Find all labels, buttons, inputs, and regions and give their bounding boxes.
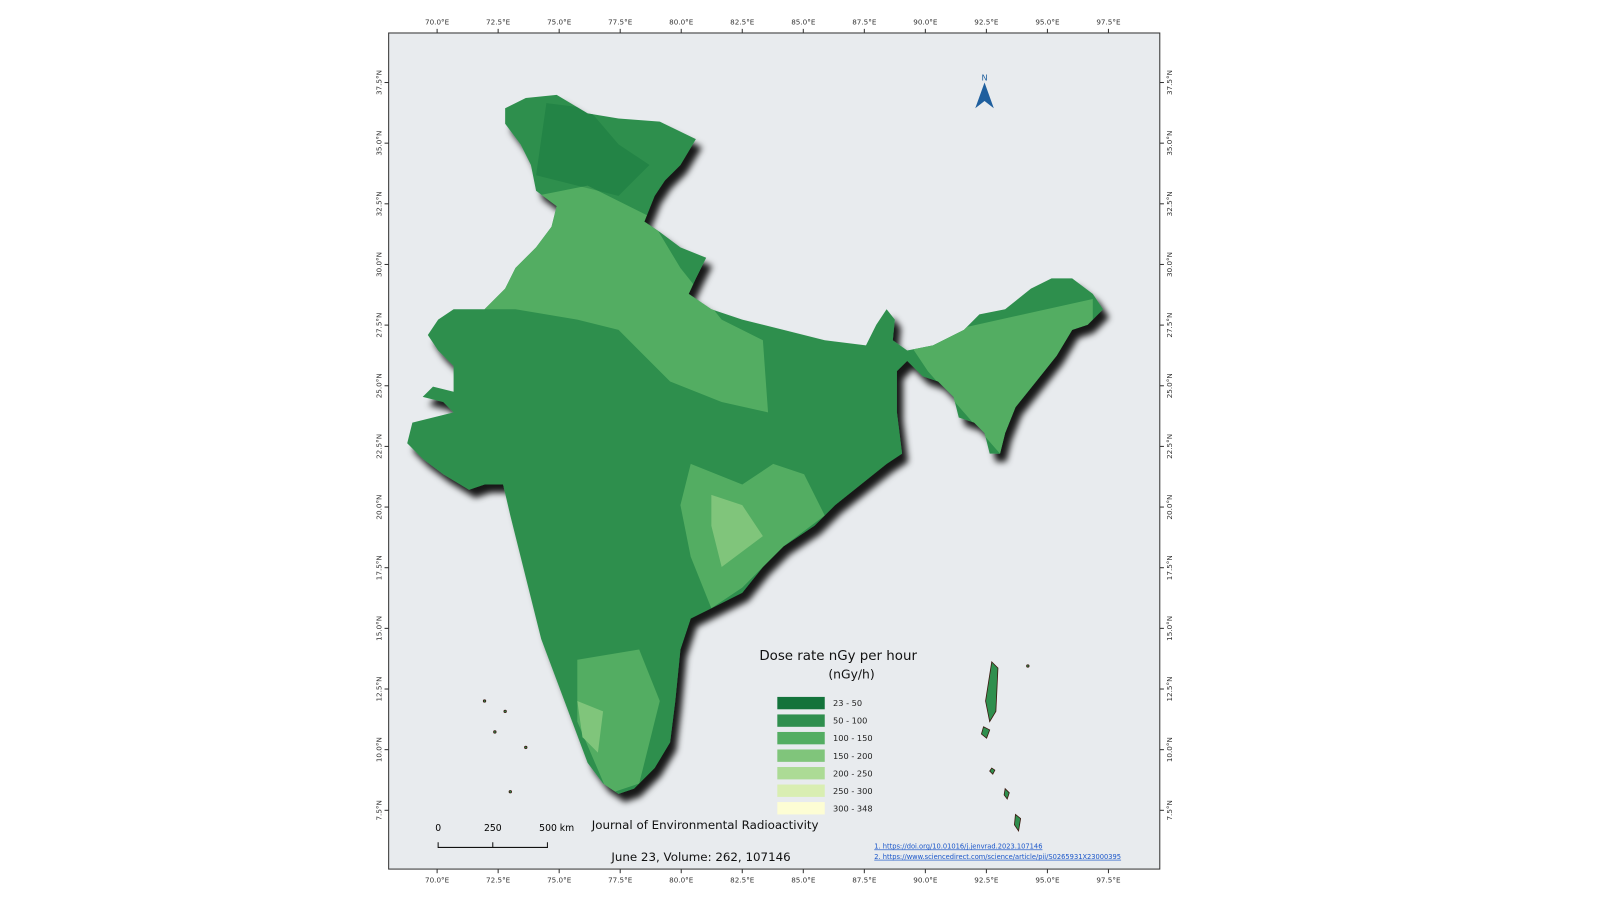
lat-tick-label: 37.5°N bbox=[1165, 70, 1174, 95]
citation: June 23, Volume: 262, 107146 bbox=[610, 850, 790, 864]
lat-tick-label: 27.5°N bbox=[1165, 313, 1174, 338]
lat-tick-label: 30.0°N bbox=[1165, 252, 1174, 277]
legend-swatch bbox=[777, 784, 825, 797]
scale-label: 500 km bbox=[539, 823, 574, 834]
legend-swatch bbox=[777, 802, 825, 815]
scale-bar: 0 250 500 km bbox=[435, 823, 574, 848]
islands bbox=[482, 660, 1030, 833]
legend-label: 300 - 348 bbox=[833, 803, 873, 813]
lat-tick-label: 25.0°N bbox=[374, 373, 383, 398]
lon-tick-label: 70.0°E bbox=[425, 875, 450, 884]
legend-unit: (nGy/h) bbox=[828, 667, 874, 681]
lat-tick-label: 7.5°N bbox=[1165, 800, 1174, 820]
lat-tick-label: 22.5°N bbox=[374, 434, 383, 459]
journal-name: Journal of Environmental Radioactivity bbox=[591, 818, 819, 832]
lat-tick-label: 20.0°N bbox=[374, 495, 383, 520]
lat-tick-label: 17.5°N bbox=[374, 555, 383, 580]
lat-tick-label: 15.0°N bbox=[374, 616, 383, 641]
lat-tick-label: 35.0°N bbox=[374, 131, 383, 156]
legend-label: 23 - 50 bbox=[833, 698, 862, 708]
lon-tick-label: 95.0°E bbox=[1035, 875, 1060, 884]
lon-tick-label: 77.5°E bbox=[608, 875, 633, 884]
legend-swatch bbox=[777, 731, 825, 745]
lat-tick-label: 30.0°N bbox=[374, 252, 383, 277]
lat-tick-label: 35.0°N bbox=[1165, 131, 1174, 156]
lon-tick-label: 92.5°E bbox=[974, 18, 999, 27]
lon-tick-label: 90.0°E bbox=[913, 875, 938, 884]
legend: 23 - 50 50 - 100 100 - 150 150 - 200 200 - 2… bbox=[777, 696, 873, 815]
legend-swatch bbox=[777, 767, 825, 780]
reference-link[interactable]: 1. https://doi.org/10.01016/j.jenvrad.20… bbox=[874, 842, 1042, 850]
lon-tick-label: 92.5°E bbox=[974, 875, 999, 884]
lon-tick-label: 87.5°E bbox=[852, 18, 877, 27]
lon-tick-label: 97.5°E bbox=[1096, 875, 1121, 884]
lon-tick-label: 72.5°E bbox=[486, 18, 511, 27]
lon-tick-label: 95.0°E bbox=[1035, 18, 1060, 27]
lon-tick-label: 85.0°E bbox=[791, 18, 816, 27]
north-label: N bbox=[981, 72, 987, 82]
legend-label: 50 - 100 bbox=[833, 716, 867, 726]
lon-tick-label: 80.0°E bbox=[669, 875, 694, 884]
lat-tick-label: 12.5°N bbox=[1165, 676, 1174, 701]
lon-tick-label: 82.5°E bbox=[730, 875, 755, 884]
lat-tick-label: 20.0°N bbox=[1165, 495, 1174, 520]
lon-tick-label: 82.5°E bbox=[730, 18, 755, 27]
scale-label: 250 bbox=[484, 823, 502, 834]
legend-label: 100 - 150 bbox=[833, 733, 873, 743]
lat-tick-label: 27.5°N bbox=[374, 313, 383, 338]
lat-tick-label: 32.5°N bbox=[1165, 191, 1174, 216]
legend-label: 250 - 300 bbox=[833, 786, 873, 796]
north-arrow: N bbox=[975, 72, 994, 109]
lon-tick-label: 90.0°E bbox=[913, 18, 938, 27]
dose-zones bbox=[484, 103, 1093, 794]
legend-label: 150 - 200 bbox=[833, 751, 873, 761]
lat-tick-label: 12.5°N bbox=[374, 676, 383, 701]
legend-label: 200 - 250 bbox=[833, 768, 873, 778]
legend-swatch bbox=[777, 749, 825, 762]
lat-tick-label: 10.0°N bbox=[374, 737, 383, 762]
lat-tick-label: 25.0°N bbox=[1165, 373, 1174, 398]
legend-title: Dose rate nGy per hour bbox=[759, 649, 917, 664]
lon-tick-label: 70.0°E bbox=[425, 18, 450, 27]
lat-tick-label: 10.0°N bbox=[1165, 737, 1174, 762]
scale-label: 0 bbox=[435, 823, 441, 834]
lon-tick-label: 87.5°E bbox=[852, 875, 877, 884]
lon-tick-label: 75.0°E bbox=[547, 875, 572, 884]
lon-tick-label: 97.5°E bbox=[1096, 18, 1121, 27]
lat-tick-label: 22.5°N bbox=[1165, 434, 1174, 459]
reference-link[interactable]: 2. https://www.sciencedirect.com/science… bbox=[874, 853, 1121, 861]
lat-tick-label: 15.0°N bbox=[1165, 616, 1174, 641]
lon-tick-label: 72.5°E bbox=[486, 875, 511, 884]
lon-tick-label: 77.5°E bbox=[608, 18, 633, 27]
lon-tick-label: 75.0°E bbox=[547, 18, 572, 27]
lat-tick-label: 37.5°N bbox=[374, 70, 383, 95]
lat-tick-label: 17.5°N bbox=[1165, 555, 1174, 580]
legend-swatch bbox=[777, 696, 825, 710]
legend-swatch bbox=[777, 714, 825, 727]
lat-tick-label: 32.5°N bbox=[374, 191, 383, 216]
lon-tick-label: 85.0°E bbox=[791, 875, 816, 884]
graticule-labels: 70.0°E 70.0°E 72.5°E 72.5°E 75.0°E 75.0°E 77.5… bbox=[374, 18, 1174, 885]
lat-tick-label: 7.5°N bbox=[374, 800, 383, 820]
lon-tick-label: 80.0°E bbox=[669, 18, 694, 27]
